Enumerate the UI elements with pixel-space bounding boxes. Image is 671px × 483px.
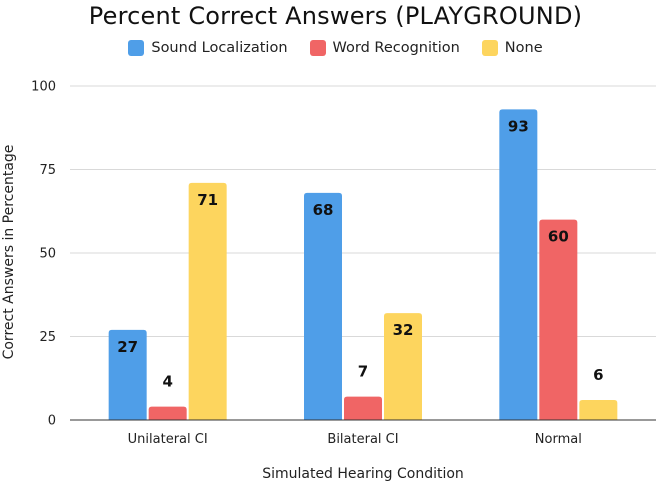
x-tick-label: Normal — [535, 432, 582, 447]
bars — [108, 109, 618, 420]
data-label: 93 — [508, 117, 529, 135]
y-tick-label: 0 — [48, 414, 56, 429]
data-label: 4 — [162, 373, 172, 391]
legend-swatch-word-recognition — [309, 40, 326, 56]
bar-none — [579, 399, 618, 420]
legend-label-sound-localization: Sound Localization — [151, 40, 288, 56]
x-axis-title: Simulated Hearing Condition — [262, 466, 464, 482]
y-tick-label: 100 — [31, 80, 56, 95]
y-tick-labels: 0 25 50 75 100 — [31, 80, 56, 429]
y-axis-title: Correct Answers in Percentage — [1, 145, 17, 360]
x-tick-labels: Unilateral CI Bilateral CI Normal — [128, 432, 582, 447]
legend-item-word-recognition: Word Recognition — [309, 40, 460, 56]
bar-word-recognition — [344, 396, 382, 420]
legend: Sound Localization Word Recognition None — [0, 40, 671, 56]
legend-label-none: None — [504, 40, 543, 56]
y-tick-label: 50 — [39, 247, 56, 262]
data-label: 6 — [593, 366, 603, 384]
y-tick-label: 75 — [39, 163, 56, 178]
data-label: 68 — [313, 201, 334, 219]
data-label: 60 — [548, 228, 569, 246]
data-label: 32 — [393, 321, 414, 339]
x-tick-label: Unilateral CI — [128, 432, 208, 447]
legend-label-word-recognition: Word Recognition — [332, 40, 460, 56]
bar-sound-localization — [499, 109, 538, 420]
data-label: 27 — [117, 338, 138, 356]
bar-sound-localization — [108, 329, 147, 420]
y-tick-label: 25 — [39, 330, 56, 345]
legend-item-sound-localization: Sound Localization — [128, 40, 288, 56]
x-tick-label: Bilateral CI — [327, 432, 398, 447]
legend-item-none: None — [481, 40, 543, 56]
legend-swatch-none — [481, 40, 498, 56]
value-labels: 27 4 71 68 7 32 93 60 6 — [117, 117, 603, 390]
bar-none — [188, 182, 227, 420]
bar-word-recognition — [539, 219, 578, 420]
bar-none — [384, 313, 422, 420]
data-label: 7 — [358, 363, 368, 381]
bar-sound-localization — [304, 192, 342, 420]
data-label: 71 — [197, 191, 218, 209]
chart-title: Percent Correct Answers (PLAYGROUND) — [88, 2, 583, 30]
legend-swatch-sound-localization — [128, 40, 145, 56]
bar-word-recognition — [148, 406, 187, 420]
